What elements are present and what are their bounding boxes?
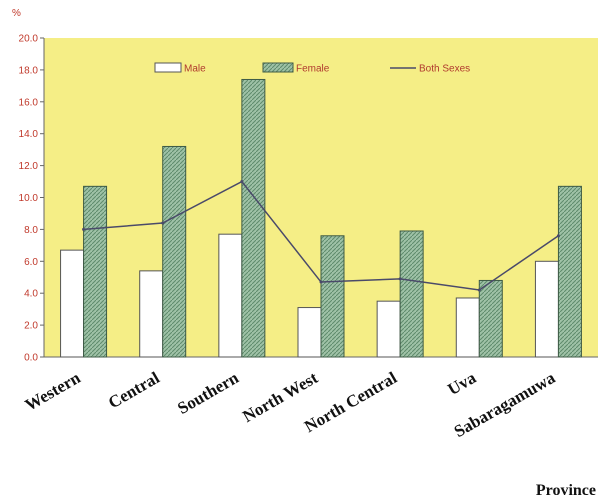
x-tick-label: Western	[22, 368, 84, 415]
y-tick-label: 16.0	[19, 97, 39, 108]
bar-female	[320, 235, 345, 358]
bar-male	[60, 249, 85, 358]
y-tick-label: 20.0	[19, 34, 39, 45]
both-sexes-line	[82, 180, 560, 292]
both-sexes-point	[161, 221, 165, 225]
y-tick-label: 0.0	[24, 353, 38, 364]
y-tick-label: 8.0	[24, 225, 38, 236]
y-tick-label: 10.0	[19, 193, 39, 204]
bars	[60, 78, 582, 358]
both-sexes-point	[556, 234, 560, 238]
bar-male	[139, 270, 164, 358]
bar-female	[478, 279, 503, 358]
legend-swatch-female	[262, 62, 294, 73]
legend-label-both-sexes: Both Sexes	[419, 64, 470, 75]
y-tick-label: 14.0	[19, 129, 39, 140]
y-tick-label: 6.0	[24, 257, 38, 268]
bar-female	[162, 145, 187, 358]
y-tick-label: 2.0	[24, 321, 38, 332]
legend-swatch-male	[154, 62, 182, 73]
legend-label-male: Male	[184, 64, 206, 75]
bar-male	[534, 260, 559, 358]
bar-male	[297, 307, 322, 358]
y-axis-unit: %	[12, 8, 21, 19]
x-axis-title: Province	[536, 482, 596, 499]
legend-label-female: Female	[296, 64, 330, 75]
y-tick-label: 12.0	[19, 161, 39, 172]
y-tick-label: 4.0	[24, 289, 38, 300]
bar-female	[241, 78, 266, 358]
bar-female	[83, 185, 108, 358]
bar-female	[399, 230, 424, 358]
bar-male	[218, 233, 243, 358]
y-tick-label: 18.0	[19, 65, 39, 76]
both-sexes-point	[398, 277, 402, 281]
bar-male	[455, 297, 480, 358]
x-tick-label: Southern	[174, 368, 242, 418]
both-sexes-point	[82, 227, 86, 231]
x-tick-label: Uva	[444, 368, 479, 399]
bar-male	[376, 300, 401, 358]
x-tick-label: Central	[105, 368, 163, 412]
both-sexes-point	[240, 180, 244, 184]
both-sexes-point	[477, 288, 481, 292]
both-sexes-point	[319, 280, 323, 284]
legend: Male Female Both Sexes	[154, 62, 470, 75]
bar-female	[557, 185, 582, 358]
